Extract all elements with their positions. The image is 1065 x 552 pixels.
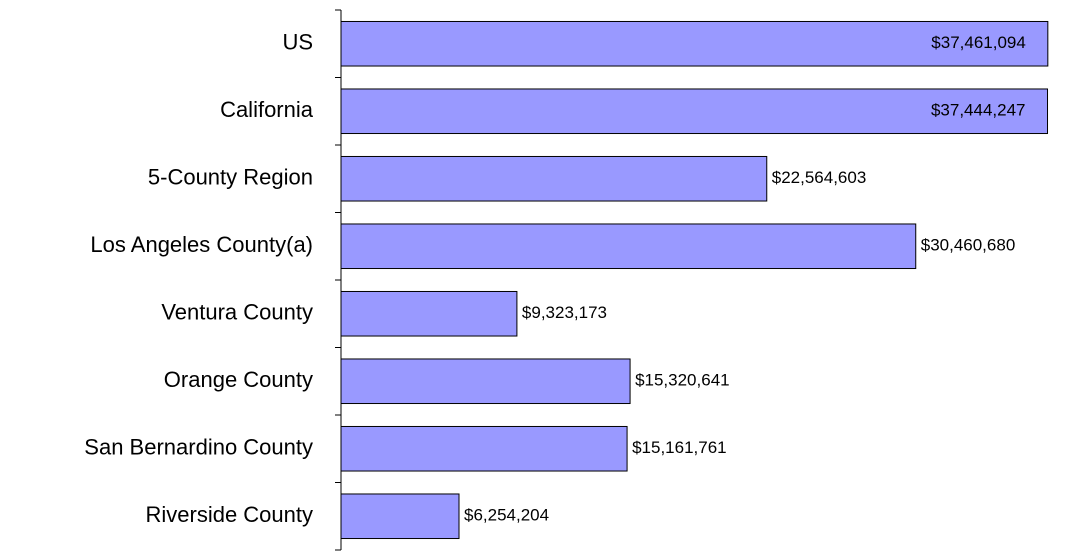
value-label: $37,461,094	[931, 33, 1026, 52]
bar	[340, 88, 1049, 135]
value-label: $30,460,680	[921, 236, 1016, 255]
value-label: $15,161,761	[632, 438, 727, 457]
category-label: Ventura County	[161, 300, 313, 325]
bar	[340, 358, 631, 405]
value-label: $6,254,204	[464, 506, 549, 525]
category-label: California	[220, 97, 314, 122]
category-label: San Bernardino County	[84, 435, 313, 460]
bar	[340, 20, 1049, 67]
category-label: Riverside County	[145, 502, 313, 527]
bar	[340, 155, 768, 202]
category-label: 5-County Region	[148, 165, 313, 190]
value-label: $9,323,173	[522, 303, 607, 322]
bar	[340, 493, 460, 540]
bar	[340, 223, 917, 270]
category-label: US	[282, 30, 313, 55]
category-label: Orange County	[164, 367, 313, 392]
value-label: $22,564,603	[772, 168, 867, 187]
value-label: $37,444,247	[931, 101, 1026, 120]
category-label: Los Angeles County(a)	[90, 232, 313, 257]
bar	[340, 425, 628, 472]
bar	[340, 290, 518, 337]
value-label: $15,320,641	[635, 371, 730, 390]
